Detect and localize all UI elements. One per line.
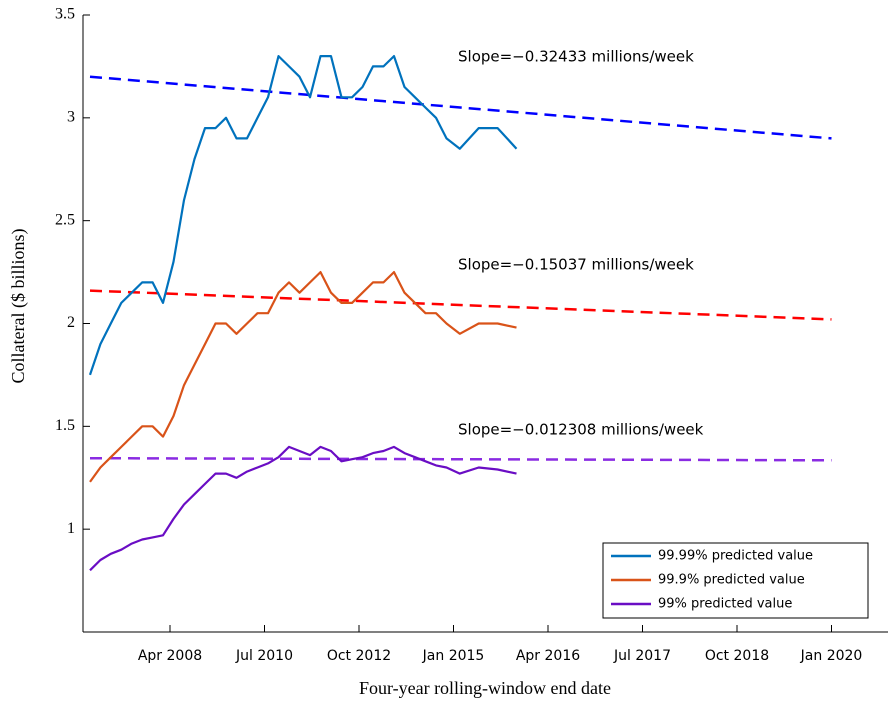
legend-label: 99.9% predicted value xyxy=(658,573,805,588)
legend-label: 99.99% predicted value xyxy=(658,549,813,564)
x-axis-label: Four-year rolling-window end date xyxy=(359,678,611,698)
trend-line xyxy=(89,75,832,140)
x-tick-label: Oct 2018 xyxy=(705,648,769,664)
x-tick-label: Jul 2017 xyxy=(613,648,671,664)
y-axis-label: Collateral ($ billions) xyxy=(8,229,29,384)
y-tick-label: 2 xyxy=(67,314,75,331)
annotation: Slope=−0.32433 millions/week xyxy=(458,48,694,66)
series-line xyxy=(88,55,518,376)
trend-line xyxy=(89,456,832,462)
y-tick-label: 3 xyxy=(67,109,75,126)
x-tick-label: Jul 2010 xyxy=(235,648,293,664)
x-tick-label: Oct 2012 xyxy=(327,648,391,664)
x-tick-label: Apr 2016 xyxy=(516,648,580,664)
y-tick-label: 1 xyxy=(67,520,75,537)
series-line xyxy=(89,445,517,572)
x-tick-label: Jan 2020 xyxy=(800,648,863,664)
annotation: Slope=−0.012308 millions/week xyxy=(458,421,704,439)
y-tick-label: 2.5 xyxy=(55,211,75,228)
annotation: Slope=−0.15037 millions/week xyxy=(458,256,694,274)
y-tick-label: 1.5 xyxy=(55,417,75,434)
series-line xyxy=(89,271,517,483)
legend-label: 99% predicted value xyxy=(658,597,792,612)
y-tick-label: 3.5 xyxy=(55,6,75,23)
trend-line xyxy=(89,289,832,321)
x-tick-label: Apr 2008 xyxy=(138,648,202,664)
x-tick-label: Jan 2015 xyxy=(422,648,485,664)
